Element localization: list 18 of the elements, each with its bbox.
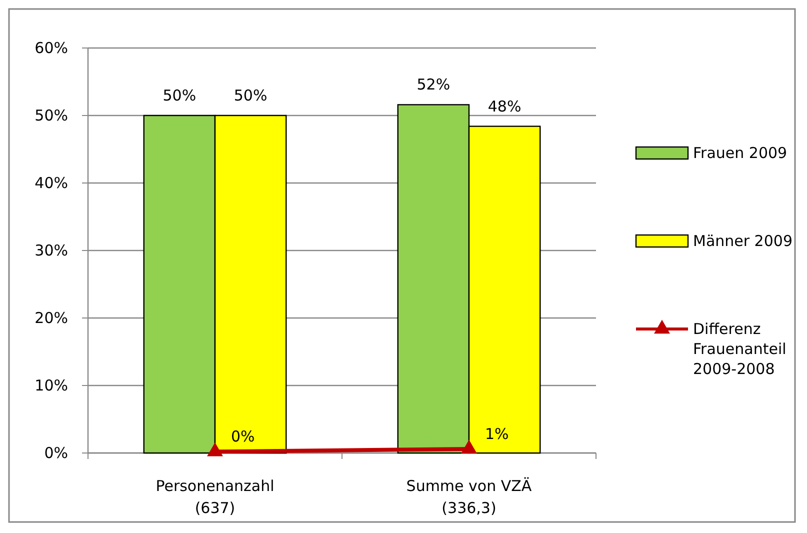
y-tick-label: 40% (34, 174, 68, 192)
y-tick-label: 60% (34, 39, 68, 57)
y-tick-label: 20% (34, 309, 68, 327)
data-label: 50% (234, 86, 268, 104)
data-label: 50% (162, 86, 196, 104)
y-tick-label: 30% (34, 242, 68, 260)
x-tick-label: Personenanzahl (637) (156, 477, 274, 517)
data-label: 52% (416, 76, 450, 94)
x-tick-label: Summe von VZÄ (336,3) (406, 477, 532, 517)
data-label: 1% (485, 424, 509, 443)
data-label: 0% (231, 428, 255, 446)
y-tick-label: 50% (34, 106, 68, 124)
y-tick-label: 10% (34, 376, 68, 394)
legend-label: Männer 2009 (693, 232, 792, 250)
data-label: 48% (488, 97, 522, 116)
legend-label: Frauen 2009 (693, 144, 788, 162)
legend-label: Differenz Frauenanteil 2009-2008 (693, 320, 786, 378)
y-tick-label: 0% (44, 444, 68, 462)
